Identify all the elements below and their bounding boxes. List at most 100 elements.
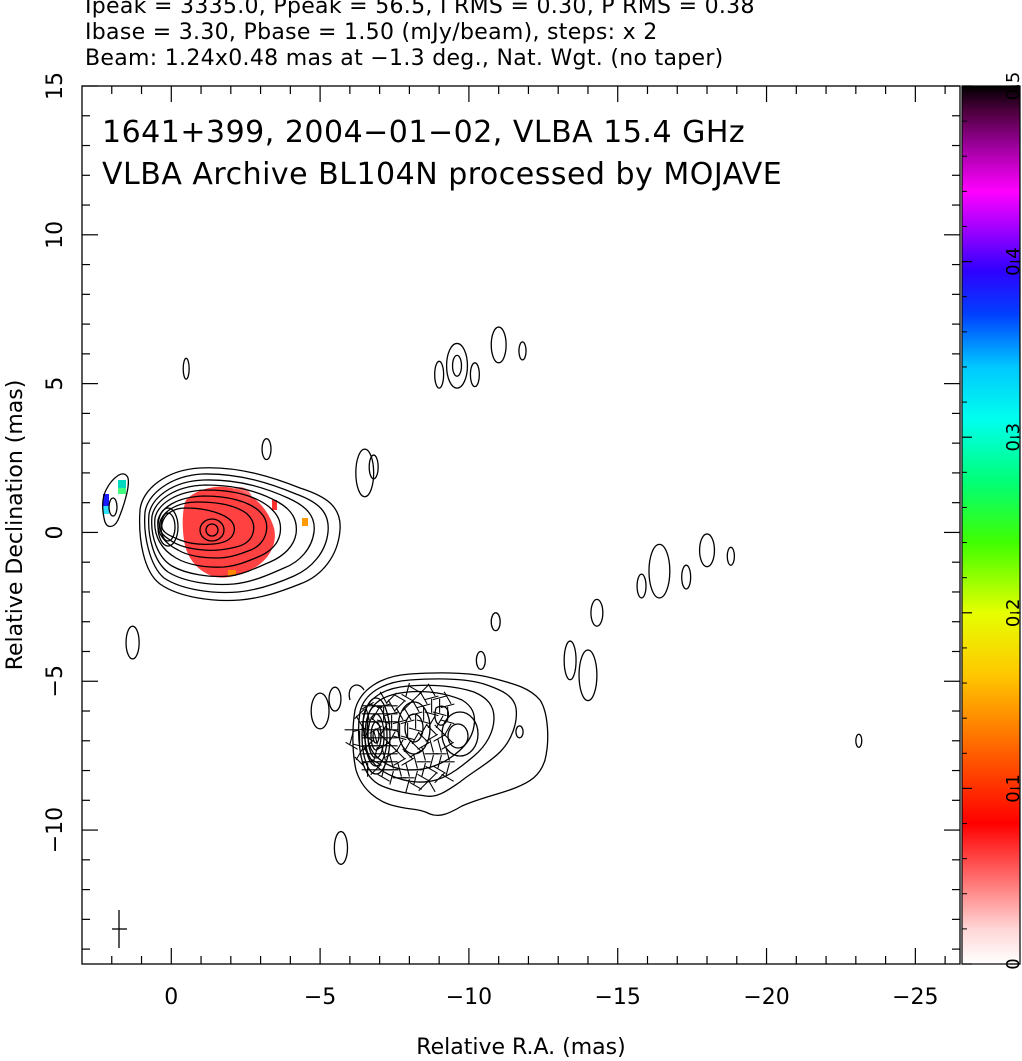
polarization-vector — [409, 781, 422, 790]
y-tick-label: 10 — [43, 221, 68, 249]
core-contour — [205, 523, 219, 537]
polarization-core-patch — [182, 486, 275, 578]
polarization-vector — [394, 748, 405, 760]
polarization-vector — [395, 739, 404, 753]
polarization-vector — [425, 765, 438, 774]
colorbar-gradient — [962, 86, 1020, 964]
header-line1: Ipeak = 3335.0, Ppeak = 56.5, I RMS = 0.… — [85, 0, 755, 19]
component-contour — [490, 612, 501, 632]
knot-contour — [348, 684, 365, 701]
plot-title-line1: 1641+399, 2004−01−02, VLBA 15.4 GHz — [102, 115, 745, 150]
polarization-vectors — [344, 682, 455, 793]
polarization-vector — [401, 693, 414, 702]
core-contour — [151, 484, 298, 578]
polarization-vector — [417, 741, 430, 750]
polarization-vector — [416, 719, 431, 725]
axis-ticks — [82, 85, 960, 964]
polarization-vector — [409, 685, 422, 694]
polarization-core-patch-faint — [232, 487, 252, 506]
component-contour — [563, 640, 577, 681]
colorbar-tick-label: 0.1 — [1003, 774, 1022, 803]
polarization-vector — [409, 749, 422, 758]
polarization-vector — [352, 743, 367, 749]
component-contour — [636, 573, 647, 599]
component-contour — [469, 362, 480, 388]
component-contour — [726, 546, 736, 566]
component-contour — [328, 686, 342, 712]
polarization-vector — [437, 738, 442, 753]
x-tick-label: 0 — [164, 985, 178, 1010]
component-contour — [310, 692, 330, 730]
polarization-pixel — [118, 480, 126, 488]
polarization-vector — [405, 778, 410, 793]
component-contour — [518, 341, 527, 361]
polarization-vector — [408, 711, 423, 717]
y-axis-label: Relative Declination (mas) — [3, 380, 28, 671]
core-contour — [144, 473, 329, 594]
colorbar-tick-label: 0.3 — [1003, 423, 1022, 452]
polarization-vector — [427, 683, 436, 697]
beam-marker — [112, 910, 127, 948]
polarization-vector — [354, 756, 365, 768]
component-contour — [590, 598, 604, 627]
polarization-vector — [349, 730, 354, 745]
polarization-vector — [397, 762, 402, 777]
knot-contour — [352, 672, 549, 817]
polarization-vector — [445, 746, 450, 761]
component-contour — [451, 354, 463, 377]
polarization-vector — [427, 715, 436, 729]
colorbar-tick-label: 0.4 — [1003, 247, 1022, 276]
polarization-vector — [424, 711, 439, 717]
edge-contour — [108, 497, 118, 517]
colorbar-tick-label: 0 — [1003, 958, 1022, 969]
edge-contour — [102, 473, 130, 528]
component-contour — [261, 438, 272, 461]
polarization-vector — [408, 727, 423, 733]
header-line2: Ibase = 3.30, Pbase = 1.50 (mJy/beam), s… — [85, 20, 658, 45]
polarization-vector — [418, 684, 429, 696]
polarization-vector — [433, 765, 446, 774]
component-contour — [125, 625, 140, 660]
polarization-vector — [345, 741, 358, 750]
polarization-pixel — [103, 506, 109, 514]
core-contour — [199, 518, 225, 542]
polarization-vector — [355, 715, 364, 729]
axis-tick-labels: 0 −5 −10 −15 −20 −25 −10 −5 0 5 10 15 — [43, 72, 939, 1010]
core-contour — [161, 507, 236, 546]
core-contour — [158, 501, 255, 552]
polarization-vector — [433, 733, 446, 742]
polarization-vector — [441, 741, 454, 750]
x-tick-label: −10 — [446, 985, 492, 1010]
intensity-contours — [138, 467, 549, 817]
polarization-vector — [441, 773, 454, 782]
component-contour — [355, 448, 375, 498]
polarization-vector — [435, 715, 444, 729]
polarization-vector — [417, 773, 430, 782]
polarization-vector — [432, 711, 447, 717]
polarization-pixel — [118, 488, 126, 494]
component-contour — [445, 342, 469, 389]
core-contour — [157, 495, 268, 559]
y-tick-label: 0 — [43, 525, 68, 539]
component-contour — [333, 830, 349, 865]
core-contour — [148, 479, 315, 586]
core-contour — [157, 507, 179, 547]
y-tick-label: −5 — [43, 665, 68, 697]
polarization-vector — [395, 707, 404, 721]
polarization-vector — [445, 762, 450, 777]
polarization-vector — [392, 735, 407, 741]
colorbar — [961, 85, 1021, 965]
polarization-vector — [411, 731, 420, 745]
component-contour — [182, 357, 190, 380]
polarization-vector — [419, 723, 428, 737]
plot-frame — [81, 85, 961, 965]
x-axis-label: Relative R.A. (mas) — [416, 1035, 625, 1060]
x-tick-label: −15 — [595, 985, 641, 1010]
polarization-pixel — [302, 518, 308, 526]
component-contour — [578, 649, 598, 702]
polarization-vector — [432, 695, 447, 701]
polarization-vector — [419, 691, 428, 705]
polarization-pixel — [272, 500, 277, 510]
left-edge-components — [102, 473, 130, 528]
polarization-vector — [393, 757, 406, 766]
